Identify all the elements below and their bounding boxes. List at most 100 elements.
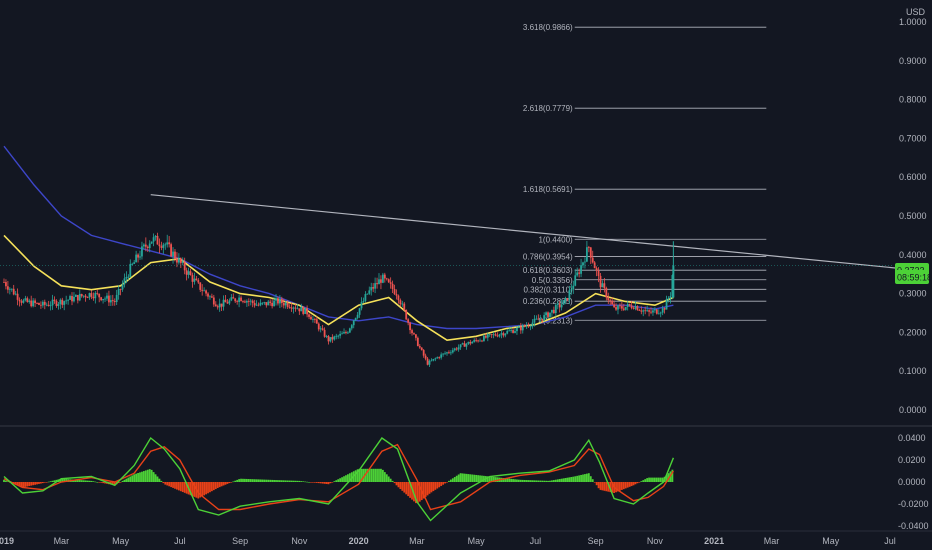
candle-body	[376, 283, 378, 285]
macd-histogram-bar	[578, 475, 581, 482]
candle-body	[409, 322, 411, 331]
macd-histogram-bar	[40, 482, 42, 484]
candle-body	[558, 304, 561, 308]
candle-body	[630, 305, 633, 308]
candle-body	[350, 325, 353, 329]
candle-body	[55, 300, 58, 306]
macd-histogram-bar	[490, 476, 493, 482]
candle-body	[486, 334, 489, 338]
macd-histogram-bar	[426, 482, 429, 496]
macd-histogram-bar	[341, 477, 343, 482]
macd-histogram-bar	[298, 480, 301, 482]
macd-histogram-bar	[222, 482, 225, 486]
candle-body	[523, 325, 526, 327]
macd-histogram-bar	[284, 480, 287, 482]
trendline-group[interactable]	[150, 194, 920, 271]
macd-histogram-bar	[146, 469, 149, 482]
macd-histogram-bar	[671, 469, 674, 482]
macd-histogram-bar	[30, 482, 33, 486]
candle-body	[280, 298, 283, 304]
macd-histogram-bar	[356, 469, 359, 482]
macd-histogram-bar	[638, 482, 641, 483]
macd-histogram-bar	[597, 482, 600, 489]
candle-body	[247, 301, 250, 302]
candle-body	[265, 302, 268, 306]
macd-histogram-bar	[492, 476, 495, 482]
macd-histogram-bar	[397, 482, 400, 488]
price-axis-tick: 0.5000	[899, 211, 927, 221]
candle-body	[552, 309, 555, 314]
macd-histogram-bar	[234, 480, 237, 482]
macd-histogram-bar	[479, 475, 481, 482]
macd-histogram-bar	[653, 477, 656, 482]
macd-histogram-bar	[263, 479, 266, 482]
candle-body	[185, 270, 188, 275]
candle-body	[245, 301, 248, 303]
macd-histogram-bar	[86, 480, 89, 482]
candle-body	[556, 304, 559, 306]
candle-body	[43, 301, 46, 305]
candle-body	[607, 297, 610, 301]
macd-histogram-bar	[20, 482, 23, 488]
time-axis-tick: Sep	[232, 536, 248, 546]
macd-histogram-bar	[438, 482, 441, 488]
candle-body	[323, 329, 326, 337]
macd-histogram-bar	[319, 482, 322, 484]
candle-body	[539, 318, 542, 320]
fibonacci-extension[interactable]: 3.618(0.9866) 2.618(0.7779) 1.618(0.5691) 1…	[523, 23, 767, 325]
macd-histogram-bar	[251, 479, 254, 482]
candle-body	[102, 299, 104, 301]
candle-body	[230, 297, 233, 301]
macd-histogram-bar	[376, 468, 378, 482]
macd-histogram-bar	[236, 479, 239, 482]
candle-body	[646, 310, 649, 312]
macd-histogram-bar	[531, 480, 534, 482]
macd-histogram-bar	[537, 480, 540, 482]
candle-body	[203, 290, 206, 292]
candle-body	[411, 330, 413, 334]
macd-histogram-bar	[282, 480, 285, 482]
candle-body	[47, 304, 50, 306]
fib-level-label: 0.786(0.3954)	[523, 253, 573, 262]
macd-histogram-bar	[247, 479, 250, 482]
candle-body	[512, 330, 514, 333]
macd-histogram-bar	[323, 482, 326, 484]
macd-histogram-bar	[224, 482, 227, 485]
candle-body	[337, 335, 340, 337]
candle-body	[345, 332, 347, 333]
time-axis-tick: 2019	[0, 536, 14, 546]
macd-histogram-bar	[96, 482, 99, 483]
macd-histogram-bar	[230, 482, 233, 483]
macd-histogram-bar	[523, 479, 526, 482]
candle-body	[222, 299, 225, 307]
macd-histogram-bar	[183, 482, 186, 493]
macd-histogram-bar	[587, 473, 590, 482]
macd-histogram-bar	[593, 482, 596, 483]
candle-body	[282, 303, 285, 306]
candle-body	[154, 235, 157, 238]
macd-histogram-bar	[665, 474, 668, 482]
candle-body	[358, 308, 361, 315]
macd-histogram-bar	[584, 474, 586, 482]
candle-body	[308, 314, 310, 317]
macd-histogram-bar	[238, 479, 241, 482]
candle-body	[611, 300, 614, 305]
candle-body	[212, 297, 215, 305]
candle-body	[339, 333, 342, 336]
macd-axis-tick: 0.0400	[898, 433, 926, 443]
macd-histogram-bar	[36, 482, 38, 485]
candle-body	[80, 293, 83, 297]
time-axis-tick: 2020	[349, 536, 369, 546]
macd-histogram-bar	[78, 480, 81, 482]
macd-histogram-bar	[428, 482, 431, 494]
macd-histogram-bar	[119, 482, 122, 483]
macd-pane	[3, 436, 675, 522]
candle-body	[69, 296, 71, 300]
candle-body	[619, 305, 621, 307]
candle-body	[415, 334, 417, 338]
macd-histogram-bar	[261, 479, 264, 482]
macd-histogram-bar	[422, 482, 425, 499]
candle-body	[477, 340, 479, 342]
